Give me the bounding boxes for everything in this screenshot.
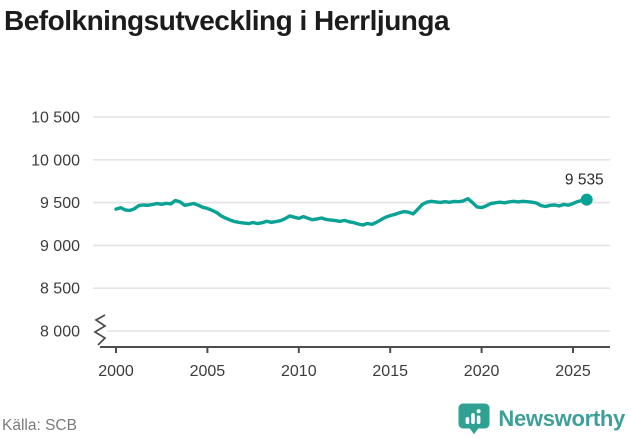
svg-text:2020: 2020 (464, 363, 500, 380)
page-title: Befolkningsutveckling i Herrljunga (4, 5, 450, 36)
svg-text:2000: 2000 (98, 363, 134, 380)
population-line-chart: 8 000 8 500 9 000 9 500 10 000 10 500 2000 2005… (31, 110, 610, 380)
svg-text:8 000: 8 000 (40, 324, 80, 341)
brand-name: Newsworthy (498, 406, 625, 431)
svg-text:2015: 2015 (372, 363, 408, 380)
source-label: Källa: SCB (2, 417, 77, 434)
bar-chart-bubble-icon (457, 402, 491, 436)
newsworthy-logo: Newsworthy (457, 402, 625, 436)
svg-text:9 000: 9 000 (40, 238, 80, 255)
svg-text:10 000: 10 000 (31, 152, 80, 169)
svg-text:2025: 2025 (555, 363, 591, 380)
svg-text:8 500: 8 500 (40, 281, 80, 298)
svg-text:2005: 2005 (190, 363, 226, 380)
svg-text:10 500: 10 500 (31, 110, 80, 127)
svg-text:2010: 2010 (281, 363, 317, 380)
svg-text:9 500: 9 500 (40, 195, 80, 212)
svg-text:9 535: 9 535 (565, 172, 604, 189)
